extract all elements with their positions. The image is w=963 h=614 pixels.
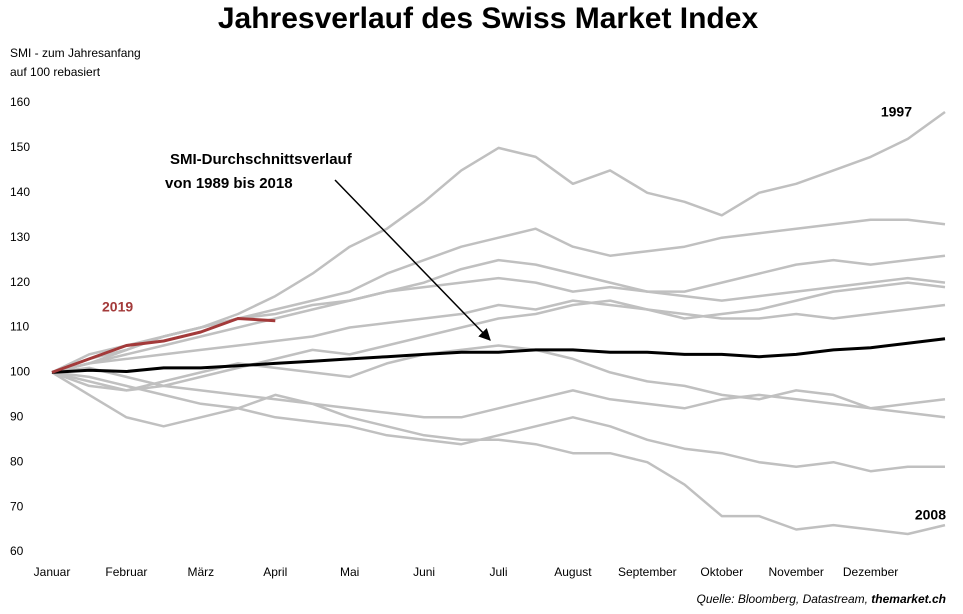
y-tick-label: 90 <box>10 409 24 423</box>
x-tick-label: September <box>618 565 677 579</box>
x-tick-label: Februar <box>105 565 147 579</box>
y-tick-label: 80 <box>10 454 24 468</box>
x-tick-label: April <box>263 565 287 579</box>
series-label: 2008 <box>915 507 946 523</box>
x-tick-label: März <box>187 565 214 579</box>
annotation: SMI-Durchschnittsverlauf <box>170 151 353 168</box>
series-line <box>51 371 945 473</box>
x-tick-label: Dezember <box>843 565 898 579</box>
x-tick-label: Oktober <box>700 565 743 579</box>
y-tick-label: 70 <box>10 499 24 513</box>
series-line <box>51 299 946 374</box>
series-line <box>51 317 276 374</box>
x-tick-label: Juli <box>489 565 507 579</box>
y-tick-label: 110 <box>10 320 29 334</box>
series-line <box>51 254 946 374</box>
y-tick-label: 150 <box>10 140 30 154</box>
annotation: von 1989 bis 2018 <box>165 175 293 192</box>
annotation-arrow <box>334 179 491 341</box>
series-label: 2019 <box>102 299 133 315</box>
y-tick-label: 160 <box>10 95 30 109</box>
series-line <box>51 276 946 374</box>
source: Quelle: Bloomberg, Datastream, themarket… <box>697 592 946 606</box>
series-line <box>51 337 946 374</box>
x-tick-label: Juni <box>413 565 435 579</box>
plot-area <box>51 110 946 536</box>
series-label: 1997 <box>881 104 912 120</box>
y-tick-label: 140 <box>10 185 30 199</box>
y-tick-label: 60 <box>10 544 24 558</box>
source-text: Quelle: Bloomberg, Datastream, <box>697 592 868 606</box>
y-tick-label: 100 <box>10 365 30 379</box>
x-tick-label: August <box>554 565 592 579</box>
series-line <box>51 281 946 392</box>
series-line <box>51 344 946 419</box>
y-axis-label: auf 100 rebasiert <box>10 65 101 79</box>
x-tick-label: Mai <box>340 565 359 579</box>
series-line <box>51 371 946 536</box>
series-line <box>51 366 946 419</box>
y-axis-label: SMI - zum Jahresanfang <box>10 46 141 60</box>
y-tick-label: 120 <box>10 275 30 289</box>
chart-title: Jahresverlauf des Swiss Market Index <box>218 2 759 35</box>
source-site: themarket.ch <box>871 592 946 606</box>
x-tick-label: Januar <box>34 565 71 579</box>
y-tick-label: 130 <box>10 230 30 244</box>
x-tick-label: November <box>768 565 823 579</box>
